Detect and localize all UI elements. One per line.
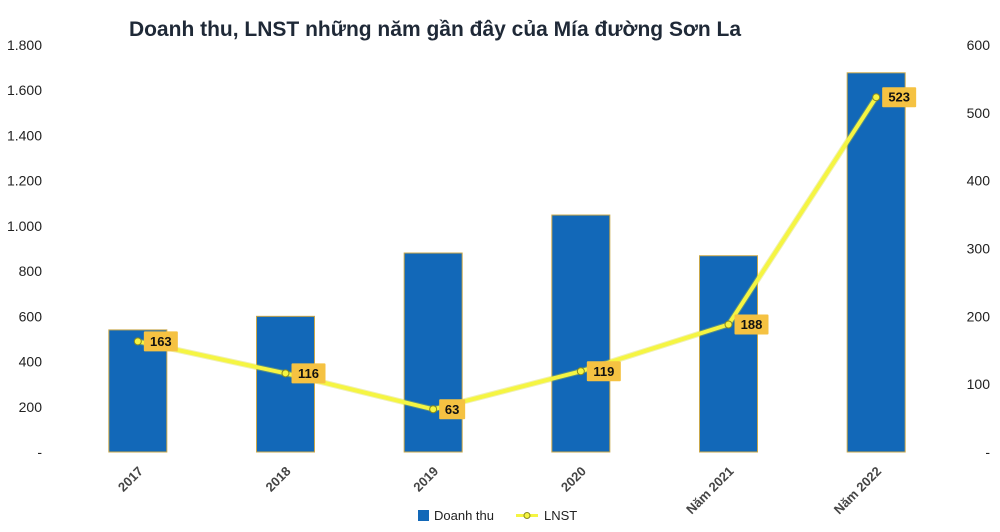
profit-data-labels: 163 116 63 119 188 523 [143, 87, 917, 420]
revenue-bar [256, 315, 315, 453]
x-axis: 2017 2018 2019 2020 Năm 2021 Năm 2022 [115, 464, 884, 518]
right-tick-label: 400 [967, 173, 991, 189]
data-label: 163 [150, 334, 172, 349]
profit-line-path [135, 95, 879, 412]
x-tick-label: 2019 [410, 464, 441, 495]
legend-swatch-bar [418, 510, 429, 521]
legend-swatch-marker [523, 512, 531, 519]
data-label-box [291, 363, 326, 384]
right-tick-label: - [985, 444, 990, 460]
data-label-box [734, 314, 769, 335]
x-tick-label: 2017 [115, 464, 146, 495]
chart-legend: Doanh thu LNST [418, 508, 577, 523]
profit-line [133, 93, 881, 414]
right-tick-label: 200 [967, 308, 991, 324]
right-tick-label: 100 [967, 376, 991, 392]
data-label-box [882, 87, 917, 108]
x-tick-label: Năm 2022 [831, 464, 885, 518]
left-tick-label: 1.000 [7, 218, 42, 234]
data-label-box [586, 361, 621, 382]
legend-label-revenue: Doanh thu [434, 508, 494, 523]
left-tick-label: - [37, 444, 42, 460]
data-label: 188 [741, 317, 763, 332]
profit-line-shadow [134, 94, 880, 413]
x-tick-label: Năm 2021 [683, 464, 737, 518]
left-tick-label: 1.800 [7, 37, 42, 53]
x-tick-label: 2018 [263, 464, 294, 495]
revenue-bar [846, 72, 906, 453]
legend-label-profit: LNST [544, 508, 577, 523]
left-axis: - 200 400 600 800 1.000 1.200 1.400 1.600 1.800 [7, 37, 42, 460]
left-tick-label: 600 [19, 308, 43, 324]
left-tick-label: 800 [19, 263, 43, 279]
profit-point [576, 367, 585, 376]
right-tick-label: 300 [967, 241, 991, 257]
data-label: 523 [888, 90, 910, 105]
left-tick-label: 200 [19, 399, 43, 415]
revenue-bars [108, 72, 906, 453]
x-tick-label: 2020 [558, 464, 589, 495]
right-tick-label: 500 [967, 105, 991, 121]
revenue-bar [403, 252, 463, 453]
chart-title: Doanh thu, LNST những năm gần đây của Mí… [129, 18, 741, 41]
data-label: 63 [445, 402, 459, 417]
left-tick-label: 1.200 [7, 173, 42, 189]
right-axis: - 100 200 300 400 500 600 [967, 37, 991, 460]
left-tick-label: 400 [19, 354, 43, 370]
right-tick-label: 600 [967, 37, 991, 53]
profit-point [724, 320, 733, 329]
data-label: 116 [298, 366, 319, 381]
profit-point [429, 405, 438, 414]
profit-point [872, 93, 881, 102]
profit-point [133, 337, 142, 346]
profit-point [281, 369, 290, 378]
data-label-box [143, 331, 178, 352]
data-label-box [439, 399, 466, 420]
left-tick-label: 1.400 [7, 127, 42, 143]
data-label: 119 [593, 364, 614, 379]
revenue-bar [699, 255, 758, 453]
revenue-bar [551, 214, 611, 453]
left-tick-label: 1.600 [7, 82, 42, 98]
